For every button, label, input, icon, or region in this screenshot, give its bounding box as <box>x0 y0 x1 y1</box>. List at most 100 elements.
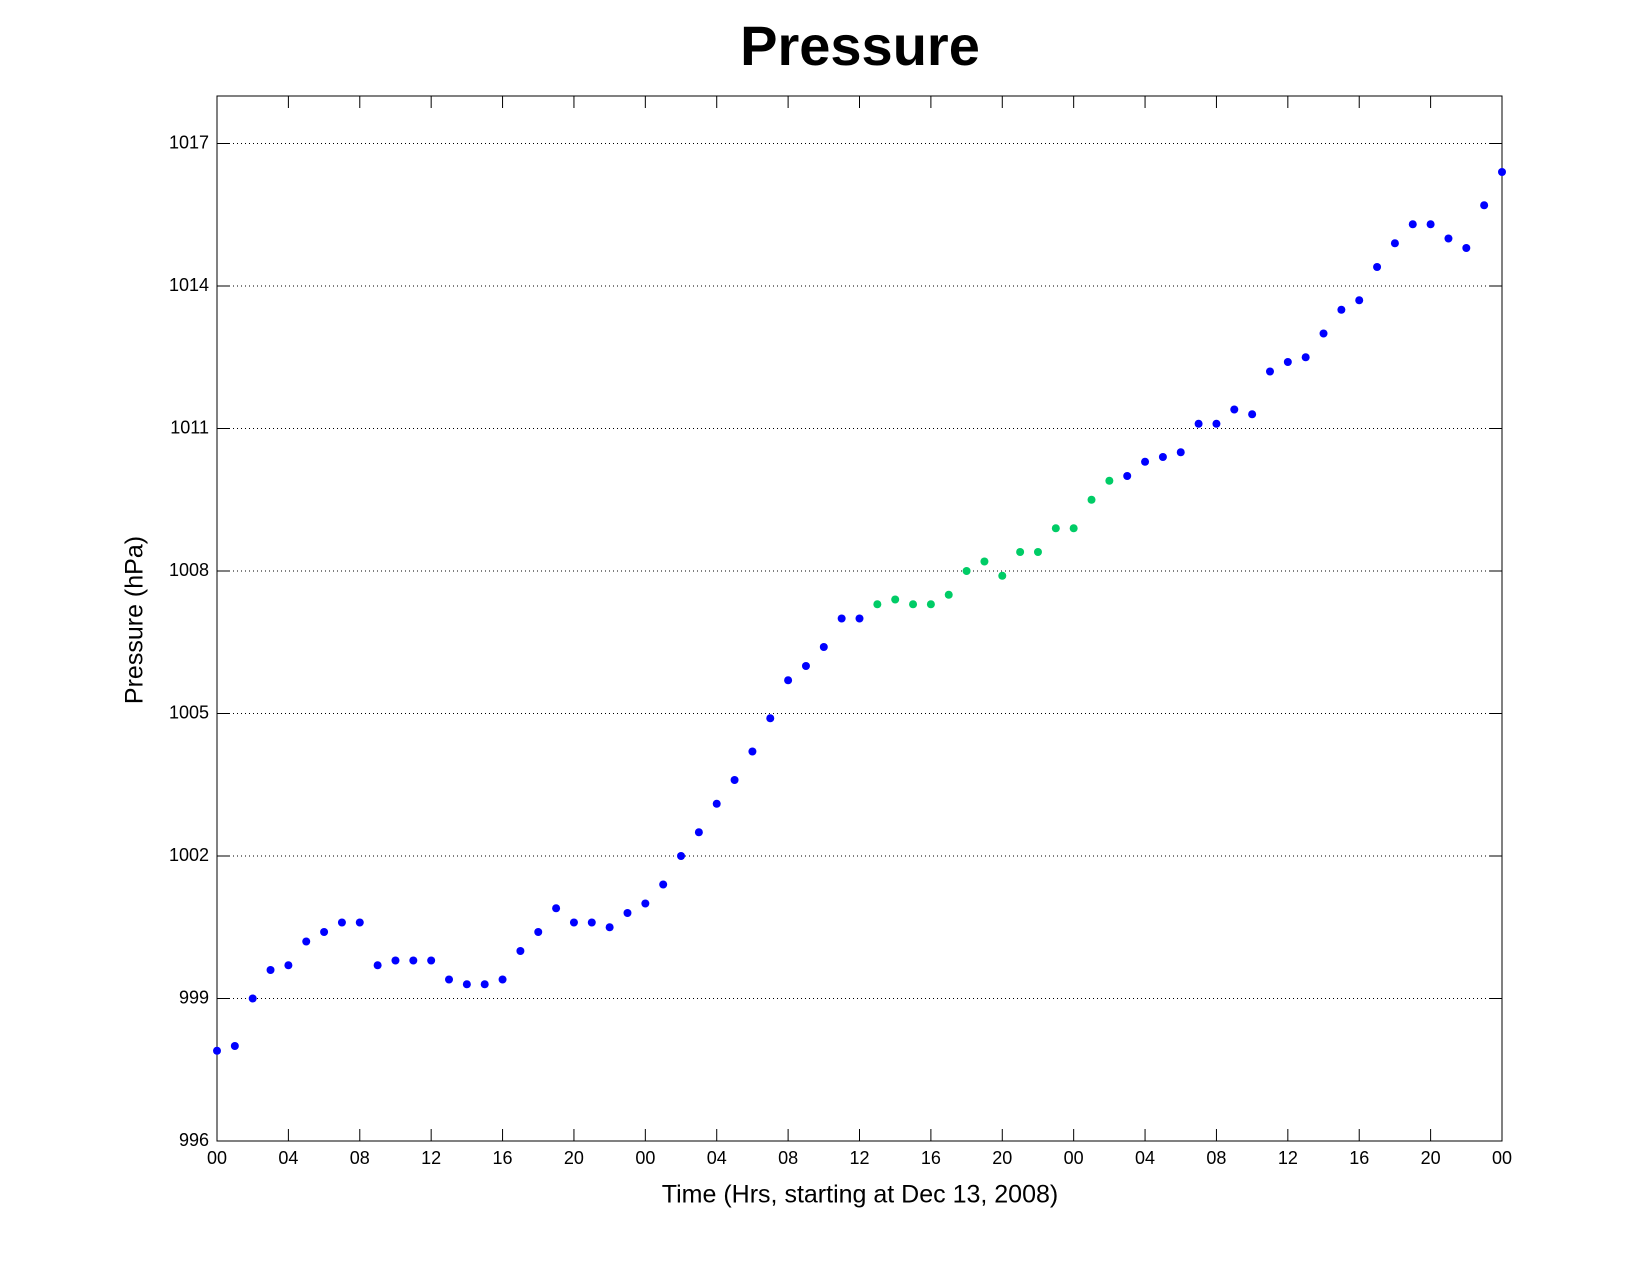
data-point <box>516 947 525 955</box>
x-tick-label: 04 <box>1135 1148 1155 1168</box>
data-point <box>1283 358 1292 366</box>
data-point <box>302 937 311 946</box>
data-point <box>998 571 1007 580</box>
data-point <box>1033 548 1042 556</box>
data-point <box>891 595 900 604</box>
y-tick-label: 999 <box>179 987 209 1007</box>
data-point <box>1301 353 1310 362</box>
data-point <box>1498 168 1506 176</box>
y-tick-label: 1014 <box>169 275 209 295</box>
data-point <box>409 956 418 965</box>
data-point <box>1444 234 1453 243</box>
data-point <box>498 975 507 984</box>
data-point <box>748 747 757 756</box>
x-tick-label: 12 <box>849 1148 869 1168</box>
data-point <box>1194 419 1203 428</box>
data-point <box>462 980 471 989</box>
data-point <box>926 600 935 609</box>
x-tick-label: 16 <box>921 1148 941 1168</box>
data-point <box>1016 548 1025 556</box>
x-tick-label: 16 <box>1349 1148 1369 1168</box>
y-tick-label: 1008 <box>169 560 209 580</box>
x-tick-label: 00 <box>1492 1148 1512 1168</box>
data-point <box>659 880 668 889</box>
data-point <box>1105 476 1114 485</box>
y-tick-label: 1011 <box>170 417 209 437</box>
x-tick-label: 20 <box>564 1148 584 1168</box>
data-point <box>230 1042 239 1050</box>
data-point <box>337 918 346 927</box>
data-point <box>784 676 793 685</box>
data-point <box>248 994 257 1003</box>
data-point <box>1337 305 1346 314</box>
data-point <box>855 614 864 623</box>
data-point <box>837 614 846 623</box>
data-point <box>677 852 686 860</box>
data-point <box>1158 453 1167 461</box>
data-point <box>1408 220 1417 229</box>
data-point <box>1087 495 1096 504</box>
data-point <box>552 904 561 913</box>
x-tick-label: 04 <box>278 1148 298 1168</box>
data-point <box>962 567 971 575</box>
data-point <box>569 918 578 927</box>
x-tick-label: 00 <box>1064 1148 1084 1168</box>
data-point <box>1248 410 1257 419</box>
data-point <box>819 643 828 651</box>
data-point <box>213 1046 221 1055</box>
data-point <box>1480 201 1489 210</box>
data-point <box>445 975 454 984</box>
x-tick-label: 12 <box>1278 1148 1298 1168</box>
data-point <box>873 600 882 609</box>
data-point <box>1355 296 1364 305</box>
x-tick-label: 16 <box>493 1148 513 1168</box>
y-axis-label: Pressure (hPa) <box>121 536 149 704</box>
data-point <box>391 956 400 965</box>
y-tick-label: 1005 <box>169 702 209 722</box>
data-point <box>480 980 489 989</box>
x-tick-label: 00 <box>207 1148 227 1168</box>
data-point <box>641 899 650 908</box>
data-point <box>587 918 596 927</box>
data-point <box>1265 367 1274 376</box>
data-point <box>1141 457 1150 466</box>
x-tick-label: 08 <box>1206 1148 1226 1168</box>
x-tick-label: 00 <box>635 1148 655 1168</box>
data-point <box>944 590 953 599</box>
data-point <box>1426 220 1435 229</box>
plot-frame <box>216 95 1503 1142</box>
data-point <box>712 799 721 808</box>
data-point <box>1051 524 1060 533</box>
data-point <box>320 928 329 936</box>
data-point <box>266 966 275 974</box>
data-point <box>1373 263 1382 271</box>
x-tick-label: 08 <box>778 1148 798 1168</box>
data-point <box>355 918 364 927</box>
data-point <box>373 961 382 970</box>
data-point <box>909 600 918 609</box>
data-point <box>605 923 614 932</box>
x-tick-label: 04 <box>707 1148 727 1168</box>
chart-title: Pressure <box>740 14 980 77</box>
y-tick-label: 996 <box>179 1130 209 1150</box>
data-point <box>1230 405 1239 414</box>
data-point <box>1319 329 1328 338</box>
data-point <box>1462 244 1471 252</box>
data-point <box>1390 239 1399 248</box>
data-point <box>427 956 436 965</box>
data-point <box>534 928 543 936</box>
data-point <box>801 662 810 670</box>
data-point <box>284 961 293 970</box>
x-axis-label: Time (Hrs, starting at Dec 13, 2008) <box>662 1181 1058 1209</box>
data-point <box>1123 472 1132 480</box>
data-point <box>1212 419 1221 428</box>
data-point <box>980 557 989 566</box>
data-point <box>694 828 703 837</box>
data-point <box>766 714 775 723</box>
x-tick-label: 20 <box>992 1148 1012 1168</box>
y-tick-label: 1017 <box>169 132 209 152</box>
x-tick-label: 20 <box>1421 1148 1441 1168</box>
data-point <box>730 776 739 784</box>
